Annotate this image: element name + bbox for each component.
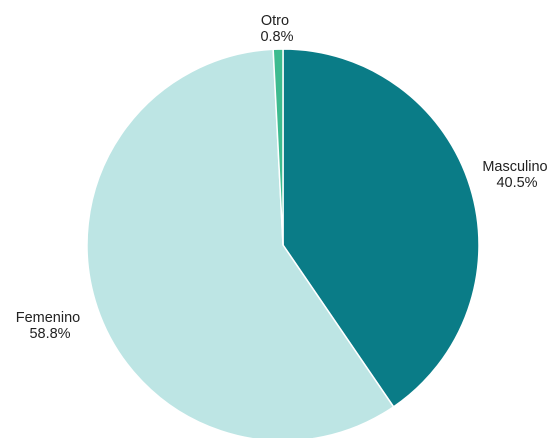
- slice-value-otro: 0.8%: [260, 29, 293, 45]
- pie-slice-otro: [272, 48, 284, 246]
- slice-label-femenino: Femenino 58.8%: [16, 310, 85, 342]
- pie-slice-femenino: [86, 48, 395, 438]
- slice-label-otro: Otro 0.8%: [260, 13, 293, 45]
- slice-labels: Masculino 40.5% Femenino 58.8% Otro 0.8%: [16, 13, 551, 342]
- slice-value-masculino: 40.5%: [496, 175, 537, 191]
- slice-value-femenino: 58.8%: [29, 326, 70, 342]
- slice-label-masculino: Masculino 40.5%: [482, 159, 551, 191]
- pie-slices: [86, 48, 480, 438]
- pie-slice-masculino: [282, 48, 480, 408]
- slice-name-otro: Otro: [261, 13, 289, 29]
- slice-name-femenino: Femenino: [16, 310, 80, 326]
- slice-name-masculino: Masculino: [482, 159, 547, 175]
